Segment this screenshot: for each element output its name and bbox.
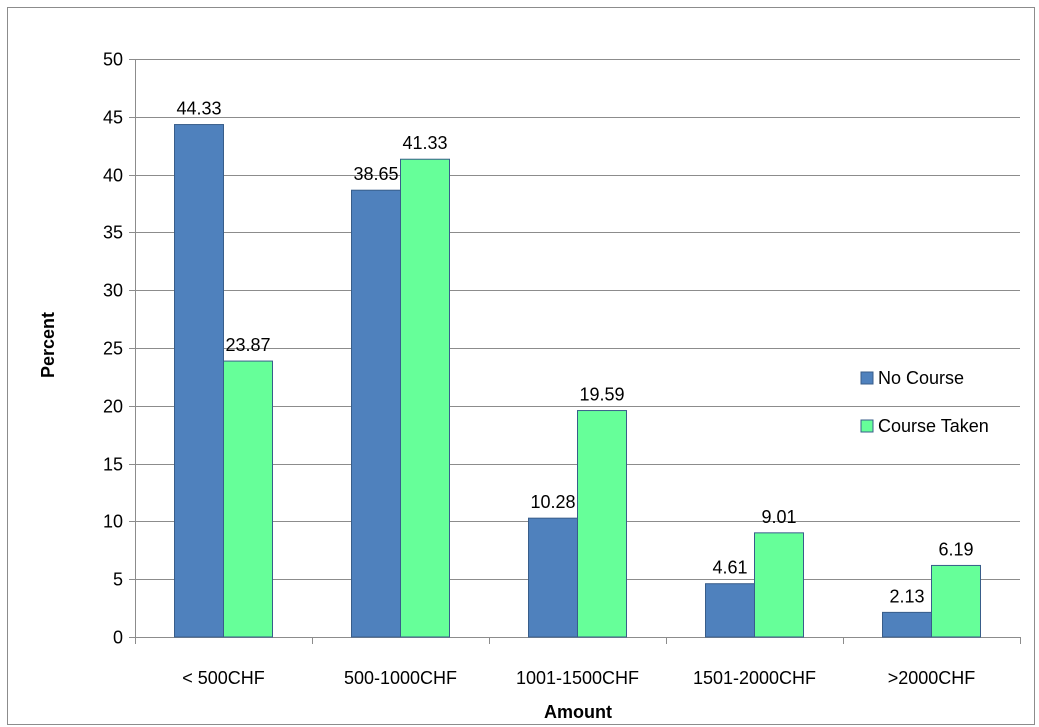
data-label: 9.01: [761, 507, 796, 527]
legend: No Course Course Taken: [860, 368, 989, 436]
y-tick-label: 30: [103, 281, 123, 301]
legend-swatch: [860, 419, 874, 433]
bar-course-taken: [577, 410, 627, 638]
y-tick-label: 25: [103, 339, 123, 359]
y-tick-label: 5: [113, 570, 123, 590]
legend-label: Course Taken: [878, 416, 989, 436]
gridlines: [135, 59, 1020, 580]
x-tick-label: < 500CHF: [182, 668, 265, 688]
y-tick-label: 15: [103, 455, 123, 475]
y-tick-label: 45: [103, 108, 123, 128]
y-tick-label: 40: [103, 166, 123, 186]
data-label: 2.13: [889, 586, 924, 606]
data-label: 23.87: [225, 335, 270, 355]
legend-label: No Course: [878, 368, 964, 388]
legend-swatch: [860, 371, 874, 385]
axes: 0 5 10 15 20 25 30 35 40 45 50 < 500CHF 500-1000CHF 1…: [103, 50, 1021, 688]
data-label: 10.28: [530, 492, 575, 512]
x-tick-label: >2000CHF: [888, 668, 976, 688]
bar-course-taken: [400, 158, 450, 638]
y-tick-label: 10: [103, 512, 123, 532]
x-axis-title: Amount: [544, 702, 612, 722]
y-tick-label: 50: [103, 50, 123, 70]
y-tick-label: 35: [103, 223, 123, 243]
data-label: 19.59: [579, 385, 624, 405]
y-tick-label: 20: [103, 397, 123, 417]
bar-no-course: [705, 583, 755, 638]
x-tick-label: 1501-2000CHF: [693, 668, 816, 688]
data-label: 38.65: [353, 164, 398, 184]
data-label: 41.33: [402, 133, 447, 153]
data-label: 4.61: [712, 558, 747, 578]
bar-no-course: [882, 611, 932, 638]
bar-no-course: [351, 189, 401, 638]
y-axis-title: Percent: [38, 312, 58, 378]
bar-course-taken: [754, 532, 804, 638]
bar-course-taken: [931, 564, 981, 638]
data-label: 44.33: [176, 99, 221, 119]
y-tick-label: 0: [113, 628, 123, 648]
bar-no-course: [174, 124, 224, 638]
x-tick-label: 1001-1500CHF: [516, 668, 639, 688]
x-tick-label: 500-1000CHF: [344, 668, 457, 688]
bar-course-taken: [223, 360, 273, 638]
bars: [174, 124, 981, 638]
bar-no-course: [528, 517, 578, 638]
data-label: 6.19: [938, 539, 973, 559]
